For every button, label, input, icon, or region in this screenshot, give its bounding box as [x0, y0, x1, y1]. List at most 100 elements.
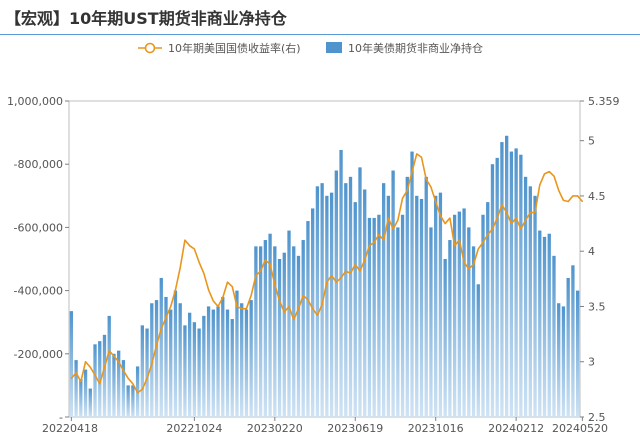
bar-64	[372, 217, 376, 417]
bar-47	[292, 246, 296, 417]
bar-15	[140, 325, 144, 417]
bar-7	[102, 334, 107, 417]
bar-68	[391, 170, 395, 417]
bar-69	[396, 227, 400, 417]
bar-3	[83, 369, 88, 417]
bar-20	[164, 296, 168, 417]
bar-58	[344, 183, 348, 417]
yield-point-84	[468, 268, 470, 270]
yield-point-65	[378, 234, 380, 236]
yield-point-102	[553, 175, 555, 177]
bar-13	[131, 385, 135, 417]
yield-point-42	[269, 263, 271, 266]
yield-point-57	[340, 277, 342, 279]
yield-point-20	[165, 316, 167, 319]
right-tick-label-6: 5.359	[588, 95, 620, 108]
yield-point-0	[70, 377, 72, 379]
bar-31	[216, 306, 220, 417]
bar-35	[235, 290, 239, 417]
bar-63	[367, 217, 372, 417]
yield-point-31	[217, 305, 219, 308]
yield-point-26	[193, 248, 195, 250]
bar-44	[277, 259, 282, 417]
yield-point-75	[425, 178, 427, 180]
yield-point-9	[113, 355, 115, 357]
yield-point-4	[89, 366, 91, 368]
yield-point-91	[501, 204, 503, 206]
bar-46	[287, 230, 291, 417]
yield-point-21	[170, 305, 172, 308]
bar-94	[514, 148, 518, 417]
bar-67	[386, 195, 391, 417]
yield-point-66	[383, 239, 385, 241]
bar-60	[353, 202, 357, 417]
yield-point-38	[250, 294, 252, 297]
bar-5	[93, 344, 97, 417]
legend-bar-swatch	[326, 42, 342, 53]
yield-point-82	[458, 239, 460, 241]
bar-96	[523, 176, 528, 417]
bar-6	[98, 341, 102, 417]
chart-header: 【宏观】10年期UST期货非商业净持仓	[0, 0, 640, 37]
bar-27	[197, 328, 201, 417]
bar-53	[320, 183, 324, 417]
left-tick-label-1: -200,000	[14, 348, 63, 361]
chart-title: 【宏观】10年期UST期货非商业净持仓	[5, 9, 287, 28]
bar-76	[429, 227, 433, 417]
yield-point-47	[293, 319, 295, 321]
yield-point-103	[558, 189, 560, 192]
bar-43	[273, 246, 277, 417]
yield-point-56	[335, 281, 337, 283]
bar-22	[173, 290, 178, 417]
bar-48	[296, 255, 301, 417]
bar-100	[542, 236, 547, 417]
bar-28	[202, 315, 206, 417]
bar-40	[258, 246, 263, 417]
yield-point-87	[482, 241, 484, 243]
yield-point-101	[548, 171, 550, 173]
yield-point-3	[84, 361, 87, 363]
yield-point-27	[198, 261, 200, 263]
bar-54	[325, 195, 329, 417]
bar-8	[107, 315, 111, 417]
yield-point-50	[307, 299, 309, 301]
x-tick-label-0: 20220418	[42, 422, 98, 435]
yield-point-99	[539, 184, 541, 186]
yield-point-32	[222, 297, 224, 299]
bar-62	[363, 189, 367, 417]
yield-point-8	[108, 350, 110, 352]
bar-18	[154, 300, 159, 417]
yield-point-19	[160, 327, 162, 330]
bar-39	[254, 246, 258, 417]
bar-75	[424, 176, 428, 417]
x-tick-label-6: 20240520	[552, 422, 608, 435]
x-tick-label-2: 20230220	[247, 422, 303, 435]
yield-point-18	[155, 344, 158, 346]
bar-92	[505, 135, 509, 417]
yield-point-80	[449, 217, 451, 219]
bar-16	[145, 328, 149, 417]
right-tick-label-0: 2.5	[588, 411, 606, 424]
yield-point-96	[524, 219, 527, 221]
bar-78	[438, 192, 443, 417]
bar-85	[471, 246, 476, 417]
bar-102	[552, 255, 556, 417]
bar-72	[410, 151, 414, 417]
yield-point-70	[401, 197, 404, 199]
yield-point-77	[435, 200, 437, 203]
bar-4	[88, 388, 92, 417]
legend: 10年期美国国债收益率(右) 10年美债期货非商业净持仓	[138, 41, 483, 55]
bar-55	[329, 192, 334, 417]
yield-point-60	[354, 263, 356, 266]
bar-98	[533, 195, 537, 417]
bar-93	[509, 151, 514, 417]
bar-41	[263, 240, 268, 417]
bar-88	[486, 202, 490, 417]
bar-36	[240, 303, 244, 417]
bar-87	[481, 214, 485, 417]
bar-52	[315, 186, 320, 417]
axes: - -200,000 -400,000 -600,000 -800,000 1,000,0…	[7, 95, 619, 435]
yield-point-74	[420, 156, 423, 158]
bar-50	[306, 221, 310, 417]
yield-point-37	[245, 308, 248, 310]
